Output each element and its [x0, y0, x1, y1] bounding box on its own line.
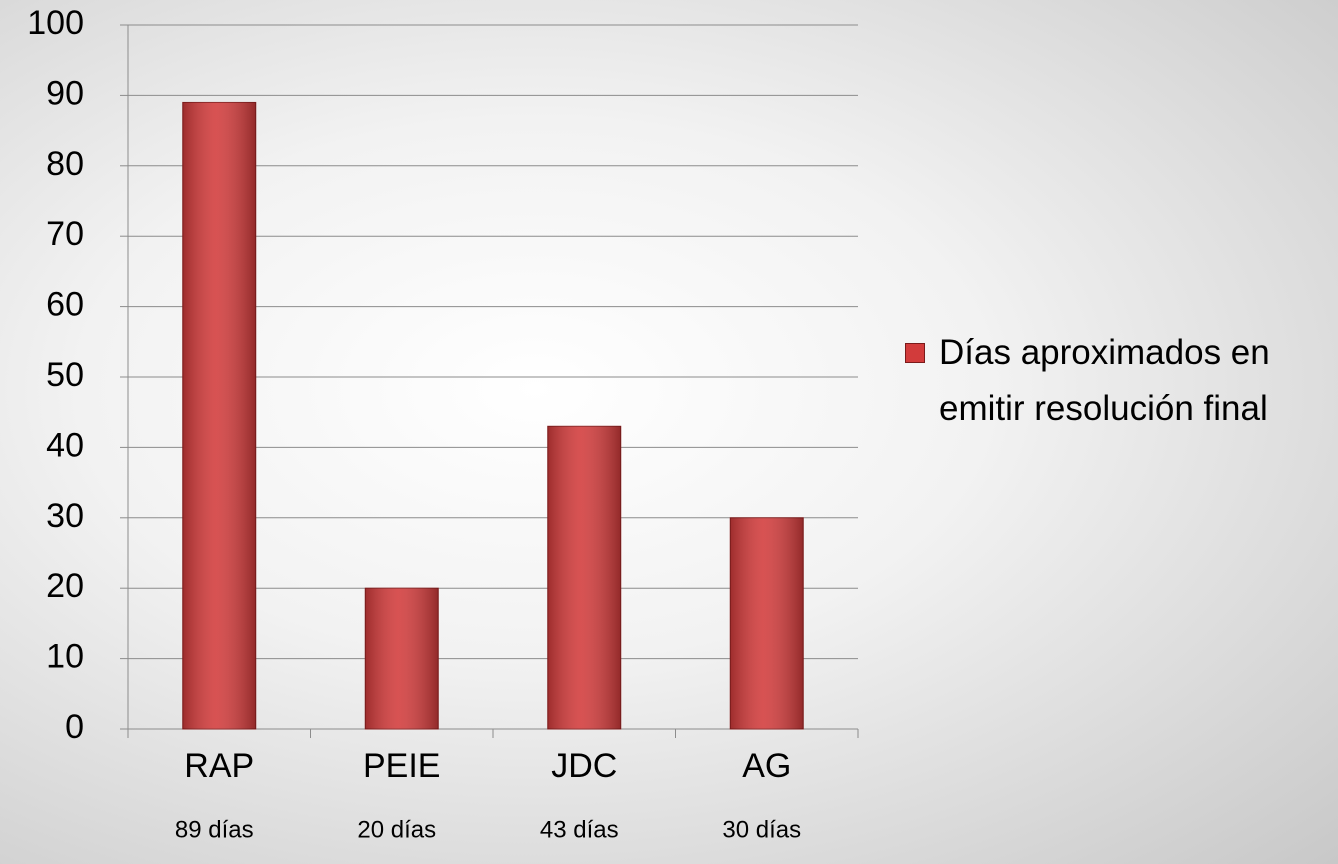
x-tick-label: JDC: [551, 747, 617, 785]
value-label: 43 días: [540, 816, 619, 843]
value-label: 89 días: [175, 816, 254, 843]
y-tick-label: 70: [46, 215, 84, 253]
legend: Días aproximados en emitir resolución fi…: [905, 325, 1325, 437]
bar: [364, 587, 439, 730]
legend-label: Días aproximados en emitir resolución fi…: [939, 333, 1270, 428]
bar: [182, 101, 257, 730]
value-label: 30 días: [722, 816, 801, 843]
y-tick-label: 50: [46, 356, 84, 394]
y-tick-label: 30: [46, 497, 84, 535]
x-tick-label: AG: [742, 747, 791, 785]
bar: [729, 517, 804, 730]
x-tick-label: PEIE: [363, 747, 440, 785]
x-tick-label: RAP: [184, 747, 254, 785]
y-tick-label: 60: [46, 286, 84, 324]
y-tick-label: 80: [46, 145, 84, 183]
y-tick-label: 90: [46, 74, 84, 112]
y-tick-label: 100: [27, 4, 84, 42]
y-tick-label: 10: [46, 638, 84, 676]
bar: [547, 425, 622, 730]
legend-key: [905, 343, 925, 363]
y-tick-label: 0: [65, 708, 84, 746]
y-tick-label: 20: [46, 567, 84, 605]
value-label: 20 días: [357, 816, 436, 843]
y-tick-label: 40: [46, 426, 84, 464]
